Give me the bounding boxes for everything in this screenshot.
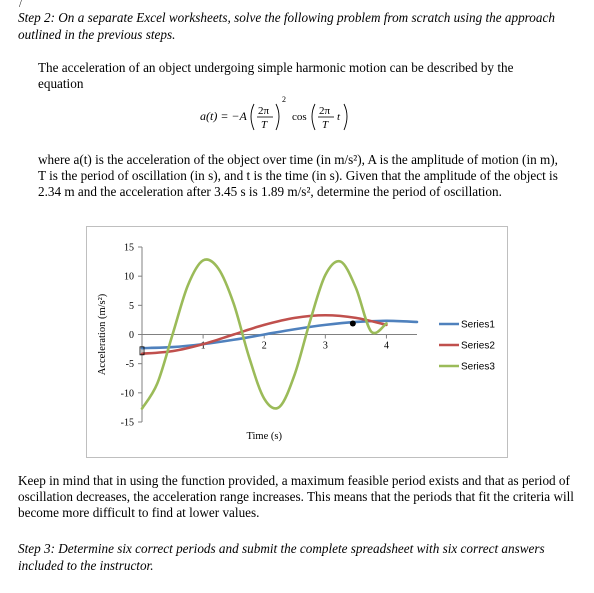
acceleration-chart: 15 10 5 0 -5 -10 -15 1 2 3 4 Series1 Series2 Series3… xyxy=(97,243,495,443)
x-tick-label: 4 xyxy=(384,341,389,352)
y-tick-label: -15 xyxy=(121,418,134,429)
series-start-marker xyxy=(139,346,145,356)
equation-exp: 2 xyxy=(282,95,286,104)
series-line-2 xyxy=(140,313,388,356)
x-axis-label: Time (s) xyxy=(246,431,282,442)
chart-container: 15 10 5 0 -5 -10 -15 1 2 3 4 Series1 Series2 Series3… xyxy=(86,226,508,458)
highlight-point xyxy=(349,320,356,327)
top-mark: / xyxy=(19,0,22,10)
y-tick-label: 10 xyxy=(124,272,134,283)
equation-lhs: a(t) = −A xyxy=(200,109,248,123)
legend-label-2: Series2 xyxy=(461,341,495,352)
chart-axes: 15 10 5 0 -5 -10 -15 1 2 3 4 xyxy=(121,243,417,429)
chart-legend: Series1 Series2 Series3 xyxy=(439,320,495,373)
description-paragraph: where a(t) is the acceleration of the ob… xyxy=(38,152,558,199)
y-tick-label: -5 xyxy=(126,359,134,370)
y-tick-label: 0 xyxy=(129,330,134,341)
equation-cos: cos xyxy=(292,111,307,123)
step-2-instruction: Step 2: On a separate Excel worksheets, … xyxy=(18,10,555,42)
series-line-3 xyxy=(140,258,388,410)
step-3-instruction: Step 3: Determine six correct periods an… xyxy=(18,541,545,573)
y-tick-label: 15 xyxy=(124,243,134,254)
x-tick-label: 2 xyxy=(262,341,267,352)
equation-num: 2π xyxy=(258,105,270,117)
legend-label-3: Series3 xyxy=(461,362,495,373)
equation-num2: 2π xyxy=(319,105,331,117)
legend-label-1: Series1 xyxy=(461,320,495,331)
equation: a(t) = −A 2π T 2 cos 2π T t xyxy=(200,95,348,131)
y-tick-label: -10 xyxy=(121,388,134,399)
y-axis-label: Acceleration (m/s²) xyxy=(97,293,108,375)
equation-den2: T xyxy=(322,119,329,131)
x-tick-label: 3 xyxy=(323,341,328,352)
note-paragraph: Keep in mind that in using the function … xyxy=(18,473,574,520)
intro-paragraph: The acceleration of an object undergoing… xyxy=(38,60,514,91)
chart-series xyxy=(139,258,419,410)
x-tick-label: 1 xyxy=(201,341,206,352)
y-tick-label: 5 xyxy=(129,301,134,312)
equation-den: T xyxy=(261,119,268,131)
equation-var: t xyxy=(337,111,341,123)
